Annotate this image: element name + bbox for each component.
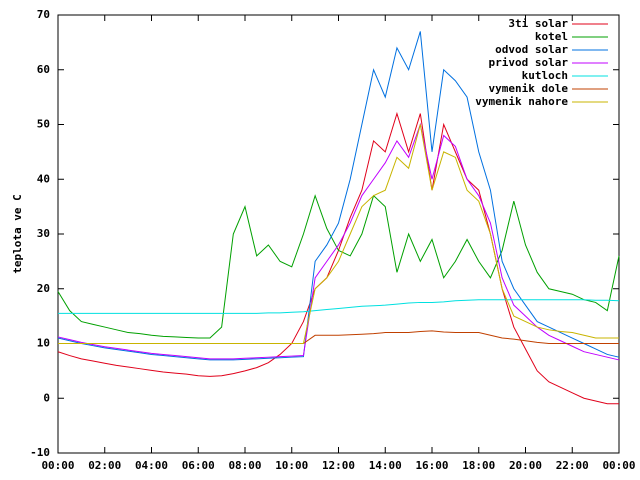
y-tick-label: 0: [43, 391, 50, 404]
series-line: [58, 299, 620, 314]
series-line: [57, 31, 620, 361]
legend-label: kotel: [535, 30, 568, 43]
series-line: [58, 124, 619, 344]
x-tick-label: 08:00: [228, 459, 261, 472]
x-tick-label: 00:00: [41, 459, 74, 472]
y-axis-label: teplota ve C: [11, 194, 24, 273]
series-line: [57, 194, 620, 339]
y-tick-label: 50: [37, 118, 50, 131]
x-tick-label: 04:00: [135, 459, 168, 472]
x-tick-label: 06:00: [182, 459, 215, 472]
x-tick-label: 02:00: [88, 459, 121, 472]
x-tick-label: 20:00: [509, 459, 542, 472]
plot-border: [57, 14, 620, 454]
legend-label: privod solar: [489, 56, 569, 69]
legend-label: vymenik nahore: [475, 95, 568, 108]
x-tick-label: 18:00: [462, 459, 495, 472]
y-tick-label: 70: [37, 8, 50, 21]
legend-label: kutloch: [522, 69, 568, 82]
legend-label: vymenik dole: [489, 82, 569, 95]
x-tick-label: 14:00: [369, 459, 402, 472]
y-tick-label: 40: [37, 172, 50, 185]
x-tick-label: 00:00: [602, 459, 635, 472]
y-tick-label: -10: [30, 446, 50, 459]
legend-label: odvod solar: [495, 43, 568, 56]
y-tick-label: 10: [37, 337, 50, 350]
y-tick-label: 60: [37, 63, 50, 76]
legend-label: 3ti solar: [508, 17, 568, 30]
y-tick-label: 30: [37, 227, 50, 240]
x-tick-label: 22:00: [556, 459, 589, 472]
series-line: [57, 122, 620, 361]
y-tick-label: 20: [37, 282, 50, 295]
x-tick-label: 10:00: [275, 459, 308, 472]
x-tick-label: 12:00: [322, 459, 355, 472]
x-tick-label: 16:00: [415, 459, 448, 472]
